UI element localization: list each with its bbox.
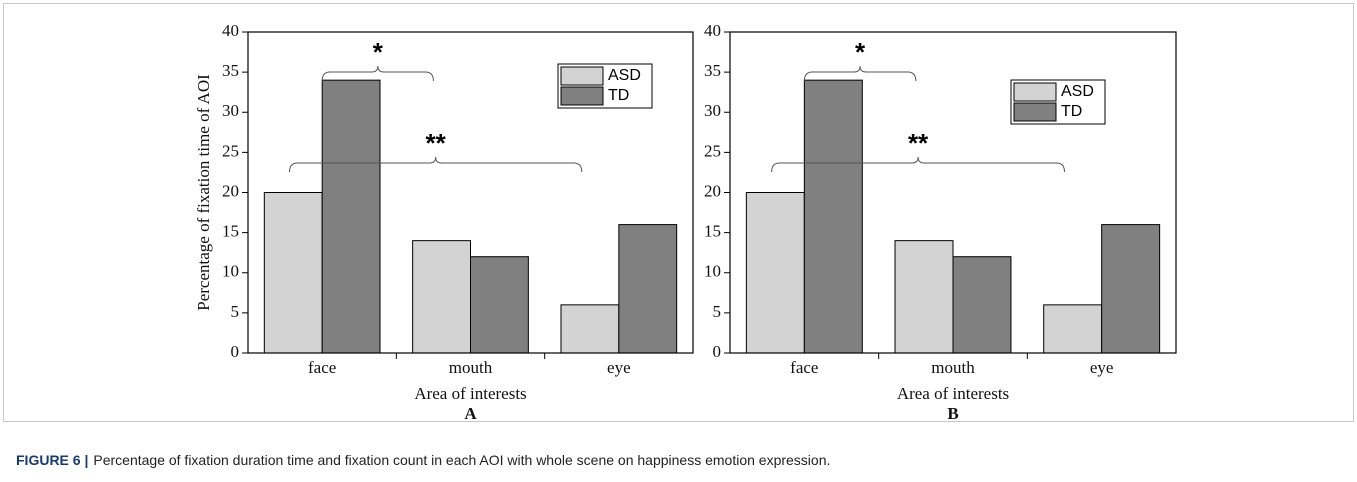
y-tick-label: 20 (222, 181, 239, 200)
y-tick-label: 25 (704, 141, 721, 160)
caption-text: Percentage of fixation duration time and… (93, 452, 830, 468)
y-tick-label: 10 (704, 262, 721, 281)
significance-label: ** (908, 128, 929, 158)
y-tick-label: 20 (704, 181, 721, 200)
bar (803, 79, 863, 354)
y-tick-label: 15 (222, 222, 239, 241)
x-tick-label: eye (1090, 358, 1114, 377)
panel-label: A (464, 404, 477, 423)
x-tick-label: eye (607, 358, 631, 377)
significance-bracket (289, 156, 583, 173)
plot-frame (729, 31, 1177, 354)
y-tick-label: 5 (713, 302, 722, 321)
legend-swatch (560, 86, 604, 106)
significance-bracket (803, 65, 917, 82)
plot-frame (247, 31, 694, 354)
y-tick-label: 40 (222, 21, 239, 40)
legend-label: ASD (608, 67, 641, 84)
y-tick-label: 15 (704, 222, 721, 241)
legend-swatch (1013, 82, 1057, 102)
caption-label: FIGURE 6 | (16, 452, 88, 468)
bar (1101, 224, 1161, 354)
bar (470, 256, 529, 354)
x-tick-label: mouth (449, 358, 493, 377)
bar (952, 256, 1012, 354)
bar (618, 224, 678, 354)
y-tick-label: 10 (222, 262, 239, 281)
significance-bracket (771, 156, 1065, 173)
y-tick-label: 0 (713, 342, 722, 361)
legend-label: TD (608, 87, 629, 104)
significance-label: ** (426, 128, 447, 158)
bar (263, 192, 323, 354)
bar (321, 79, 381, 354)
caption: FIGURE 6 | Percentage of fixation duratio… (16, 452, 830, 468)
bar (894, 240, 954, 354)
significance-label: * (855, 37, 866, 67)
y-tick-label: 30 (222, 101, 239, 120)
x-tick-label: mouth (931, 358, 975, 377)
legend-label: TD (1061, 103, 1082, 120)
y-tick-label: 30 (704, 101, 721, 120)
y-tick-label: 35 (704, 61, 721, 80)
panel-label: B (947, 404, 958, 423)
y-tick-label: 25 (222, 141, 239, 160)
significance-bracket (321, 65, 434, 82)
legend-label: ASD (1061, 83, 1094, 100)
significance-label: * (373, 37, 384, 67)
bar (745, 192, 805, 354)
x-tick-label: face (790, 358, 818, 377)
x-tick-label: face (308, 358, 336, 377)
bar (1043, 304, 1103, 354)
x-axis-label: Area of interests (897, 384, 1009, 403)
y-tick-label: 40 (704, 21, 721, 40)
y-tick-label: 0 (231, 342, 240, 361)
x-axis-label: Area of interests (414, 384, 526, 403)
bar (412, 240, 471, 354)
legend-swatch (1013, 102, 1057, 122)
y-axis-label: Percentage of fixation time of AOI (194, 74, 213, 311)
y-tick-label: 5 (231, 302, 240, 321)
figure-frame (3, 3, 1354, 422)
legend-swatch (560, 66, 604, 86)
bar (560, 304, 620, 354)
y-tick-label: 35 (222, 61, 239, 80)
